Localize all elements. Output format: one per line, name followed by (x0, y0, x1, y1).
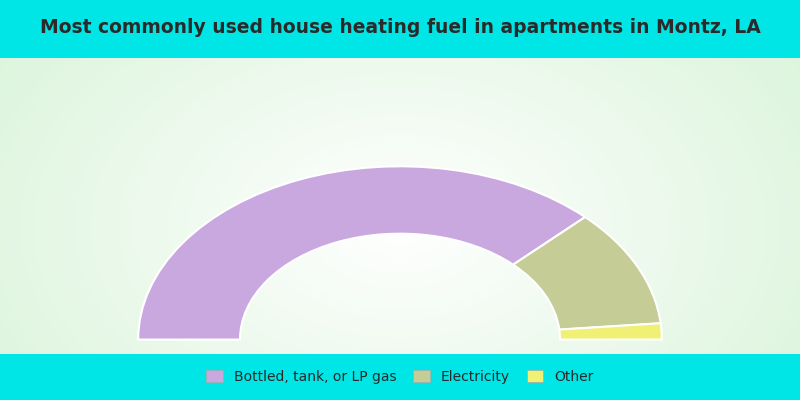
Legend: Bottled, tank, or LP gas, Electricity, Other: Bottled, tank, or LP gas, Electricity, O… (206, 370, 594, 384)
Text: Most commonly used house heating fuel in apartments in Montz, LA: Most commonly used house heating fuel in… (40, 18, 760, 37)
Wedge shape (559, 323, 662, 340)
Wedge shape (138, 166, 585, 340)
Wedge shape (513, 217, 661, 330)
